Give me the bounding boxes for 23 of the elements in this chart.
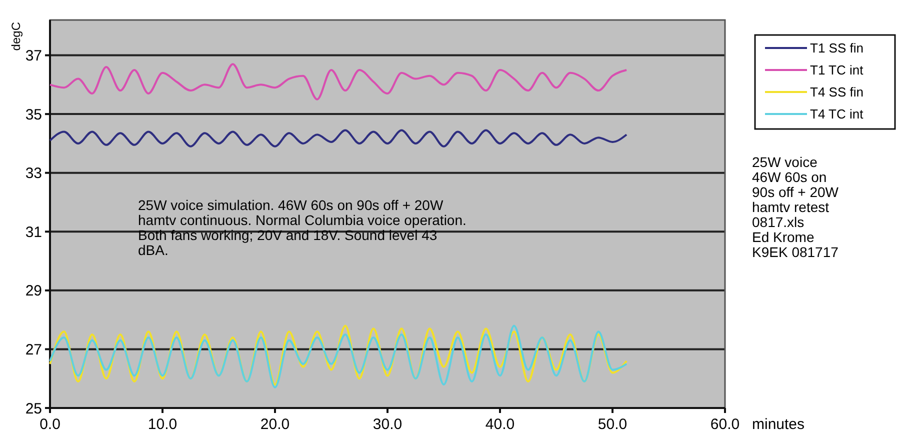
y-tick-label: 25 [25, 400, 42, 418]
x-tick-label: 60.0 [710, 416, 740, 433]
legend-label: T4 SS fin [810, 84, 864, 100]
y-tick-label: 35 [25, 106, 42, 124]
x-tick-label: 20.0 [260, 416, 290, 433]
line-series [49, 63, 628, 100]
text: 25W voice 46W 60s on 90s off + 20W hamtv retest 0817.xls Ed Krome K9EK 081717 [752, 154, 840, 260]
x-tick-label: 10.0 [148, 416, 178, 433]
legend-label: T4 TC int [810, 106, 864, 122]
y-tick-label: 27 [25, 341, 42, 358]
x-tick-label: 40.0 [485, 416, 515, 433]
legend-label: T1 SS fin [810, 40, 864, 56]
x-tick-label: 50.0 [598, 416, 628, 433]
x-tick-label: 0.0 [40, 416, 60, 433]
x-axis-title: minutes [752, 416, 805, 433]
y-tick-label: 29 [25, 282, 42, 300]
x-tick-label: 30.0 [372, 416, 402, 433]
line-series [49, 129, 628, 148]
y-tick-label: 33 [25, 165, 42, 182]
y-axis-title: degC [9, 22, 23, 51]
legend-label: T1 TC int [810, 62, 864, 78]
y-tick-label: 31 [25, 224, 42, 241]
y-tick-label: 37 [25, 48, 42, 65]
